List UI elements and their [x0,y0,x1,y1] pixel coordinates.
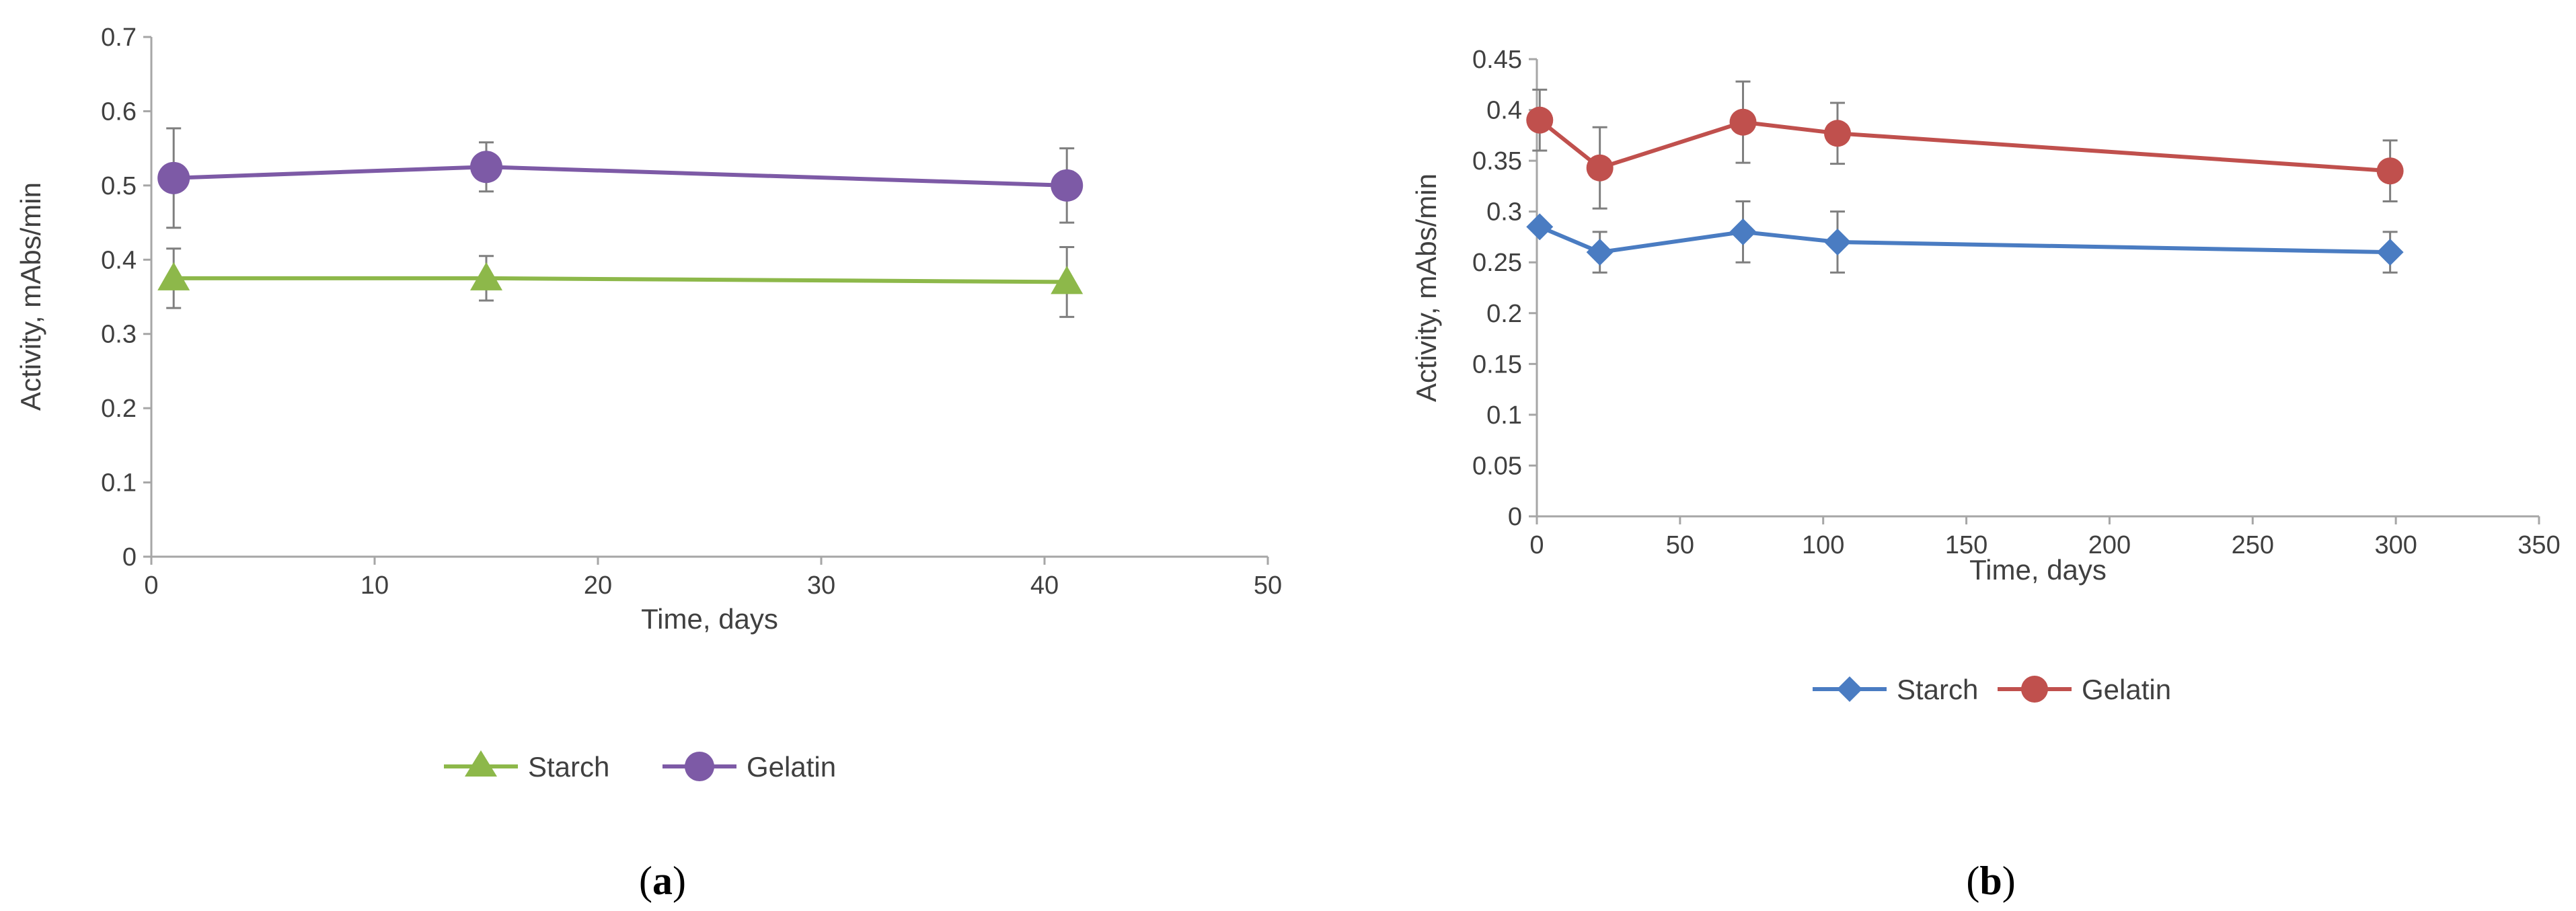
data-point-gelatin [470,151,502,184]
x-tick-label: 50 [1666,531,1694,559]
y-tick-label: 0 [1508,503,1522,531]
legend-label-starch-b: Starch [1897,674,1978,705]
legend-label-gelatin-a: Gelatin [747,751,836,783]
series-line-starch [174,276,1067,284]
data-point-gelatin [157,161,190,194]
data-point-starch [157,262,190,290]
legend-circle-marker-icon [2021,676,2048,703]
caption-letter-a: a [652,859,673,903]
y-tick-label: 0.4 [101,246,137,274]
y-tick-labels-a: 0 0.1 0.2 0.3 0.4 0.5 0.6 0.7 [101,24,151,571]
caption-open-paren-a: ( [639,859,652,903]
caption-letter-b: b [1979,859,2002,903]
x-tick-labels-a: 0 10 20 30 40 50 [144,557,1282,600]
legend-circle-marker-icon [685,752,714,781]
data-point-gelatin [1586,154,1614,182]
legend-entry-gelatin-a: Gelatin [662,751,836,783]
chart-panel-b: 0 0.05 0.1 0.15 0.2 0.25 0.3 0.35 0.4 0.45 0 50 100… [1410,46,2561,903]
plot-area-b [1526,80,2404,274]
y-tick-label: 0 [122,543,137,571]
y-tick-label: 0.6 [101,97,137,126]
y-tick-label: 0.2 [1486,300,1522,328]
y-tick-label: 0.05 [1472,452,1522,480]
x-tick-label: 200 [2088,531,2131,559]
legend-label-starch-a: Starch [528,751,609,783]
panel-caption-a: (a) [639,859,686,903]
y-tick-label: 0.3 [1486,198,1522,227]
data-point-starch [1526,213,1554,241]
series-line-gelatin [1538,118,2390,173]
series-line-gelatin [174,165,1067,188]
data-point-starch [1051,266,1084,294]
x-axis-title-a: Time, days [641,603,778,635]
x-tick-labels-b: 0 50 100 150 200 250 300 350 [1529,516,2561,559]
plot-area-a [157,127,1084,318]
caption-close-paren-b: ) [2002,859,2016,903]
x-tick-label: 300 [2374,531,2417,559]
y-tick-label: 0.15 [1472,350,1522,379]
series-line-starch [1539,225,2390,255]
y-tick-label: 0.1 [1486,401,1522,430]
y-axis-title-b: Activity, mAbs/min [1410,173,1442,402]
x-tick-label: 350 [2517,531,2560,559]
data-point-starch [2376,239,2404,266]
x-tick-label: 0 [1529,531,1544,559]
x-tick-label: 100 [1802,531,1844,559]
data-point-starch [1729,218,1757,245]
legend-triangle-marker-icon [465,750,497,777]
y-tick-label: 0.7 [101,24,137,52]
x-tick-label: 10 [361,571,389,600]
y-tick-label: 0.45 [1472,46,1522,74]
y-tick-label: 0.5 [101,172,137,200]
legend-entry-starch-a: Starch [444,750,609,783]
legend-diamond-marker-icon [1837,676,1862,702]
data-point-gelatin [1051,169,1084,202]
caption-open-paren-b: ( [1966,859,1979,903]
y-tick-label: 0.35 [1472,147,1522,175]
data-point-starch [470,262,502,290]
legend-entry-starch-b: Starch [1813,674,1978,705]
x-tick-label: 150 [1945,531,1987,559]
x-tick-label: 250 [2232,531,2274,559]
x-tick-label: 30 [807,571,835,600]
caption-close-paren-a: ) [673,859,686,903]
x-axis-title-b: Time, days [1969,554,2107,586]
y-tick-labels-b: 0 0.05 0.1 0.15 0.2 0.25 0.3 0.35 0.4 0.45 [1472,46,1537,531]
x-tick-label: 50 [1254,571,1282,600]
legend-b: Starch Gelatin [1813,674,2171,705]
x-tick-label: 20 [584,571,612,600]
legend-entry-gelatin-b: Gelatin [1998,674,2171,705]
data-point-starch [1586,239,1614,266]
y-axis-title-a: Activity, mAbs/min [15,182,46,411]
data-point-starch [1824,229,1851,255]
legend-a: Starch Gelatin [444,750,836,783]
data-point-gelatin [1729,108,1757,136]
legend-label-gelatin-b: Gelatin [2082,674,2171,705]
y-tick-label: 0.3 [101,321,137,349]
y-tick-label: 0.4 [1486,97,1522,125]
chart-panel-a: 0 0.1 0.2 0.3 0.4 0.5 0.6 0.7 0 10 20 30 40 50 Time,… [15,24,1282,903]
data-point-gelatin [1526,106,1554,134]
x-tick-label: 40 [1030,571,1059,600]
data-point-gelatin [1824,120,1851,147]
y-tick-label: 0.1 [101,469,137,498]
data-point-gelatin [2376,157,2404,185]
y-tick-label: 0.25 [1472,249,1522,277]
panel-caption-b: (b) [1966,859,2015,903]
y-tick-label: 0.2 [101,395,137,423]
x-tick-label: 0 [144,571,158,600]
